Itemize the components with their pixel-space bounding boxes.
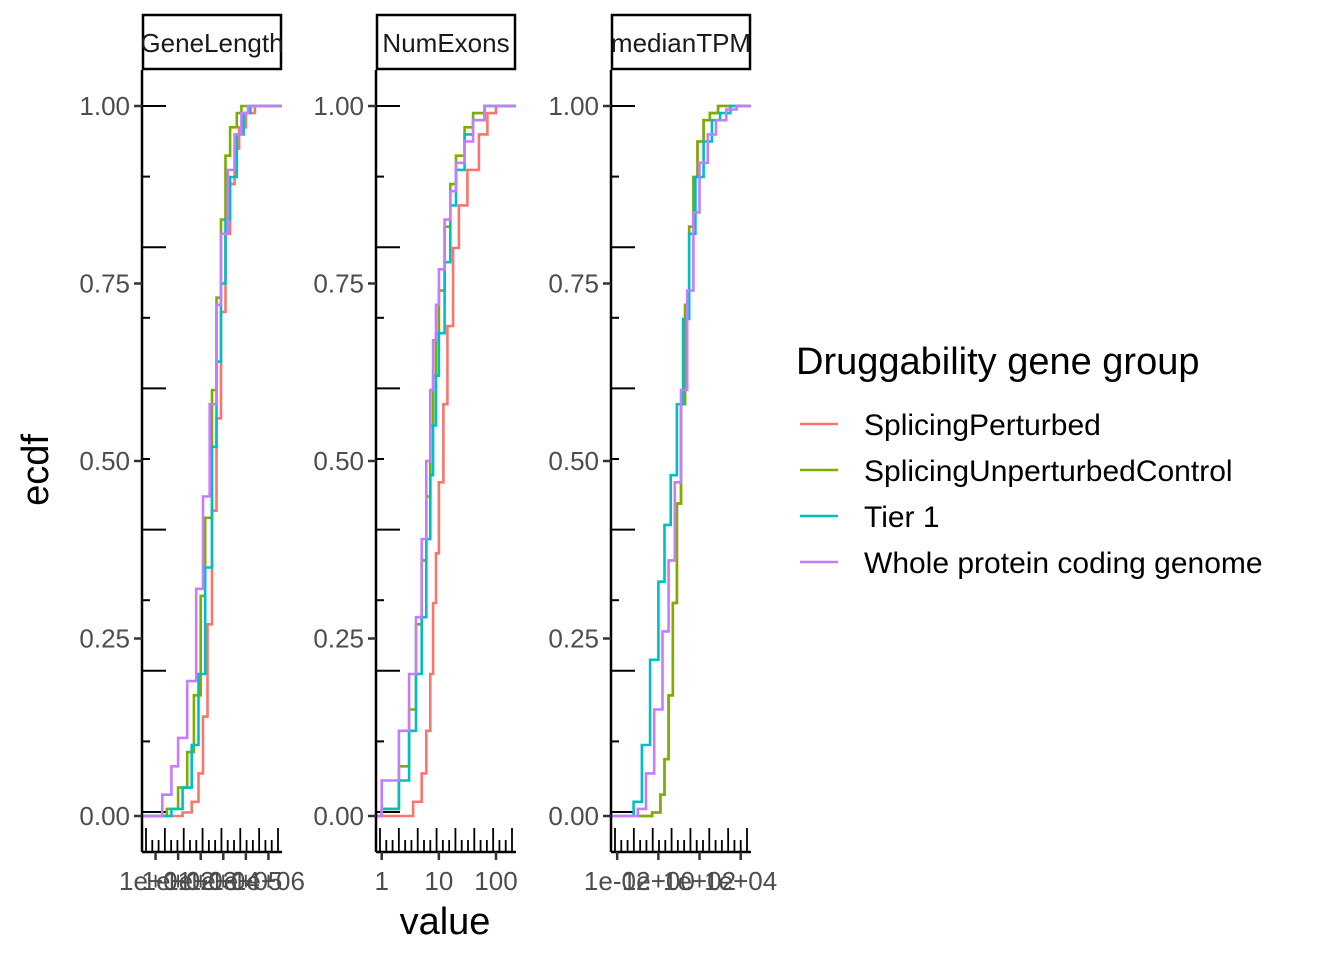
strip-box	[610, 13, 752, 71]
panel-mediantpm: medianTPM0.000.250.500.751.001e-021e+001…	[548, 13, 777, 896]
x-tick-label: 1e+06	[232, 866, 305, 896]
legend-label: SplicingUnperturbedControl	[864, 455, 1233, 488]
y-tick-label: 0.50	[79, 446, 130, 476]
x-tick-label: 1e-02	[584, 866, 651, 896]
ecdf-line-splicingperturbed	[376, 104, 516, 818]
x-tick-label: 1	[374, 866, 388, 896]
strip-box	[141, 13, 283, 71]
y-tick-label: 0.25	[79, 624, 130, 654]
x-axis-title: value	[400, 901, 491, 943]
panel-clip	[611, 104, 751, 852]
legend: Druggability gene group SplicingPerturbe…	[796, 341, 1263, 580]
y-tick-label: 0.00	[548, 801, 599, 831]
facet-panels: GeneLength0.000.250.500.751.001e+011e+02…	[79, 13, 777, 896]
y-tick-label: 0.25	[548, 624, 599, 654]
strip-label: NumExons	[382, 28, 509, 58]
ecdf-line-whole-protein-coding-genome	[376, 104, 516, 818]
ecdf-line-tier-1	[142, 104, 282, 818]
y-tick-label: 1.00	[313, 91, 364, 121]
y-tick-label: 0.50	[548, 446, 599, 476]
legend-label: Whole protein coding genome	[864, 547, 1263, 580]
x-tick-label: 1e+04	[187, 866, 260, 896]
legend-item-splicingperturbed: SplicingPerturbed	[800, 409, 1101, 442]
x-tick-label: 1e+03	[164, 866, 237, 896]
y-tick-label: 0.00	[313, 801, 364, 831]
legend-label: Tier 1	[864, 501, 940, 534]
legend-title: Druggability gene group	[796, 341, 1200, 383]
x-tick-label: 100	[474, 866, 517, 896]
y-tick-label: 0.75	[313, 269, 364, 299]
y-tick-label: 0.75	[79, 269, 130, 299]
legend-item-splicingunperturbedcontrol: SplicingUnperturbedControl	[800, 455, 1233, 488]
strip-label: GeneLength	[140, 28, 283, 58]
ecdf-line-splicingunperturbedcontrol	[376, 104, 516, 818]
x-tick-label: 1e+00	[622, 866, 695, 896]
y-tick-label: 0.50	[313, 446, 364, 476]
y-tick-label: 1.00	[548, 91, 599, 121]
legend-item-whole-protein-coding-genome: Whole protein coding genome	[800, 547, 1263, 580]
y-tick-label: 1.00	[79, 91, 130, 121]
y-tick-label: 0.25	[313, 624, 364, 654]
x-tick-label: 1e+01	[119, 866, 192, 896]
x-tick-label: 10	[424, 866, 453, 896]
x-tick-label: 1e+02	[142, 866, 215, 896]
panel-clip	[142, 104, 282, 852]
panel-numexons: NumExons 0.00 0.25 0.50 0.75 1.00 1 10 100	[313, 13, 518, 896]
legend-label: SplicingPerturbed	[864, 409, 1101, 442]
ecdf-line-whole-protein-coding-genome	[611, 104, 751, 818]
strip-label: medianTPM	[611, 28, 751, 58]
y-axis-title: ecdf	[15, 434, 57, 506]
panel-clip	[376, 104, 516, 852]
strip-box	[375, 13, 517, 71]
y-tick-label: 0.75	[548, 269, 599, 299]
x-tick-label: 1e+02	[663, 866, 736, 896]
panel-genelength: GeneLength 0.00 0.25 0.50 0.75 1.00 1e+011e+02…	[79, 13, 305, 896]
legend-entries: SplicingPerturbed SplicingUnperturbedCont…	[800, 409, 1263, 580]
ecdf-line-whole-protein-coding-genome	[142, 104, 282, 818]
x-tick-label: 1e+05	[209, 866, 282, 896]
legend-item-tier-1: Tier 1	[800, 501, 940, 534]
x-tick-label: 1e+04	[704, 866, 777, 896]
ecdf-line-tier-1	[376, 104, 516, 818]
y-tick-label: 0.00	[79, 801, 130, 831]
